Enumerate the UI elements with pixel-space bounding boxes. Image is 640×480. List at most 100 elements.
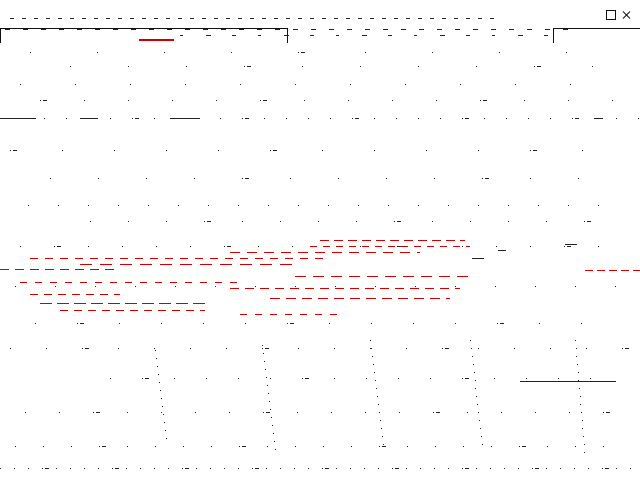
red-highlight-fragment xyxy=(260,264,272,265)
red-highlight-fragment xyxy=(144,310,152,311)
red-highlight-fragment xyxy=(260,288,269,289)
red-highlight-fragment xyxy=(388,246,395,247)
close-icon[interactable] xyxy=(622,10,632,20)
red-highlight-fragment xyxy=(290,288,299,289)
sparse-pixel xyxy=(575,446,576,447)
guide-dot xyxy=(163,414,164,415)
toolbar-glyph-fragment xyxy=(418,18,422,19)
sparse-pixel xyxy=(146,178,147,179)
sparse-pixel xyxy=(504,468,505,469)
red-highlight-fragment xyxy=(334,240,343,241)
sparse-dash xyxy=(436,412,440,413)
sparse-pixel xyxy=(242,178,243,179)
toolbar-glyph-fragment xyxy=(10,18,14,19)
sparse-pixel xyxy=(172,100,173,101)
toolbar-glyph-fragment xyxy=(226,18,230,19)
guide-dot xyxy=(274,441,275,442)
toolbar-glyph-fragment xyxy=(58,18,62,19)
sparse-pixel xyxy=(546,468,547,469)
toolbar-glyph-fragment xyxy=(257,29,262,30)
red-highlight-fragment xyxy=(88,310,96,311)
sparse-pixel xyxy=(154,118,155,119)
sparse-dash xyxy=(355,118,359,119)
sparse-pixel xyxy=(194,178,195,179)
sparse-pixel xyxy=(127,412,128,413)
sparse-pixel xyxy=(25,412,26,413)
toolbar-glyph-fragment xyxy=(149,29,154,30)
red-highlight-fragment xyxy=(457,276,468,277)
sparse-pixel xyxy=(350,468,351,469)
red-highlight-fragment xyxy=(446,240,455,241)
sparse-pixel xyxy=(547,446,548,447)
sparse-pixel xyxy=(70,468,71,469)
maximize-icon[interactable] xyxy=(606,10,616,20)
sparse-pixel xyxy=(292,246,293,247)
sparse-pixel xyxy=(432,52,433,53)
toolbar-glyph-fragment xyxy=(370,18,374,19)
red-highlight-fragment xyxy=(140,264,152,265)
guide-dot xyxy=(266,377,267,378)
sparse-pixel xyxy=(82,348,83,349)
toolbar-glyph-fragment xyxy=(82,18,86,19)
sparse-dash xyxy=(625,348,629,349)
toolbar-glyph-fragment xyxy=(437,29,442,30)
sparse-pixel xyxy=(322,468,323,469)
sparse-pixel xyxy=(10,150,11,151)
sparse-pixel xyxy=(388,205,389,206)
sparse-pixel xyxy=(178,205,179,206)
sparse-pixel xyxy=(413,323,414,324)
toolbar-glyph-fragment xyxy=(310,18,314,19)
sparse-pixel xyxy=(75,84,76,85)
red-highlight-fragment xyxy=(180,258,188,259)
sparse-pixel xyxy=(484,118,485,119)
sparse-pixel xyxy=(84,468,85,469)
toolbar-glyph-fragment xyxy=(491,29,496,30)
red-highlight-fragment xyxy=(114,294,120,295)
red-highlight-fragment xyxy=(414,298,424,299)
sparse-pixel xyxy=(612,100,613,101)
guide-dot xyxy=(482,444,483,445)
sparse-dash xyxy=(255,468,259,469)
toolbar-glyph-fragment xyxy=(77,29,82,30)
sparse-pixel xyxy=(448,468,449,469)
red-highlight-fragment xyxy=(15,269,24,270)
sparse-pixel xyxy=(336,468,337,469)
toolbar-glyph-fragment xyxy=(167,29,172,30)
toolbar-glyph-fragment xyxy=(106,18,110,19)
sparse-pixel xyxy=(224,246,225,247)
sparse-pixel xyxy=(530,150,531,151)
red-highlight-fragment xyxy=(366,252,376,253)
sparse-pixel xyxy=(110,378,111,379)
red-highlight-fragment xyxy=(255,314,262,315)
toolbar-glyph-fragment xyxy=(394,18,398,19)
guide-dot xyxy=(380,420,381,421)
toolbar-glyph-fragment xyxy=(346,18,350,19)
guide-dot xyxy=(373,364,374,365)
red-highlight-fragment xyxy=(30,269,39,270)
sparse-pixel xyxy=(366,378,367,379)
toolbar-glyph-fragment xyxy=(455,29,460,30)
sparse-pixel xyxy=(329,323,330,324)
sparse-pixel xyxy=(88,246,89,247)
sparse-pixel xyxy=(405,84,406,85)
guide-dot xyxy=(165,430,166,431)
red-highlight-fragment xyxy=(30,258,38,259)
guide-dot xyxy=(584,444,585,445)
red-highlight-fragment xyxy=(439,276,450,277)
toolbar-glyph-fragment xyxy=(311,29,316,30)
toolbar-glyph-fragment xyxy=(206,35,211,36)
sparse-pixel xyxy=(130,84,131,85)
right-tab[interactable] xyxy=(553,28,640,43)
sparse-pixel xyxy=(598,205,599,206)
guide-dot xyxy=(477,404,478,405)
toolbar-glyph-fragment xyxy=(419,29,424,30)
sparse-pixel xyxy=(304,100,305,101)
sparse-dash xyxy=(382,446,386,447)
sparse-pixel xyxy=(20,84,21,85)
sparse-pixel xyxy=(224,468,225,469)
sparse-pixel xyxy=(440,118,441,119)
sparse-pixel xyxy=(594,118,595,119)
toolbar-glyph-fragment xyxy=(142,18,146,19)
red-highlight-fragment xyxy=(172,310,180,311)
red-highlight-fragment xyxy=(140,282,147,283)
